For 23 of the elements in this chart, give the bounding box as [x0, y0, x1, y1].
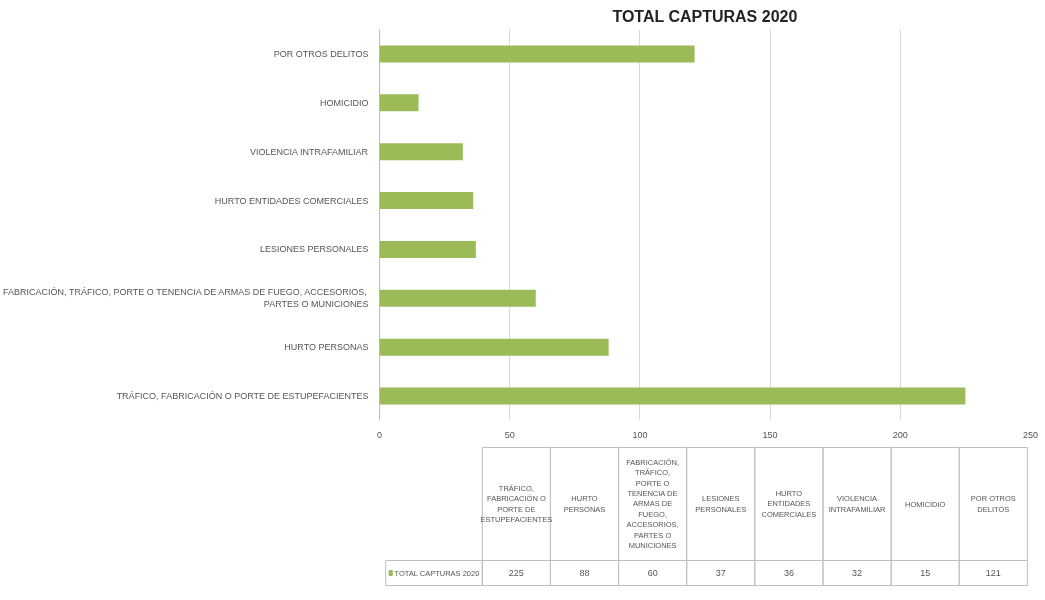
y-tick-label: POR OTROS DELITOS [273, 48, 369, 59]
data-label: 32 [852, 568, 863, 578]
y-tick-label: LESIONES PERSONALES [259, 244, 369, 255]
data-label: 15 [920, 568, 931, 578]
x-tick-label: 0 [377, 429, 383, 440]
x-tick-label: 150 [762, 429, 778, 440]
y-tick-label: HURTO ENTIDADES COMERCIALES [214, 195, 369, 206]
x-tick-label: 250 [1022, 429, 1039, 440]
data-label: 37 [715, 568, 726, 578]
data-label: 60 [647, 568, 658, 578]
y-tick-label: HURTO PERSONAS [284, 342, 369, 353]
data-label: 36 [783, 568, 794, 578]
chart-title: TOTAL CAPTURAS 2020 [612, 7, 798, 25]
data-label: 88 [579, 568, 590, 578]
x-tick-label: 100 [632, 429, 648, 440]
y-tick-label: HOMICIDIO [320, 97, 369, 108]
x-tick-label: 50 [504, 429, 515, 440]
data-label: 225 [508, 568, 524, 578]
x-tick-label: 200 [892, 429, 908, 440]
y-tick-label: TRÁFICO, FABRICACIÓN O PORTE DE ESTUPEFACIENTES [116, 391, 369, 402]
data-label: 121 [985, 568, 1001, 578]
y-tick-label: FABRICACIÓN, TRÁFICO, PORTE O TENENCIA DE ARMAS DE FUEGO, ACCESORIOS, PARTES O MUNICIONES [3, 287, 369, 310]
y-tick-label: VIOLENCIA INTRAFAMILIAR [249, 146, 369, 157]
